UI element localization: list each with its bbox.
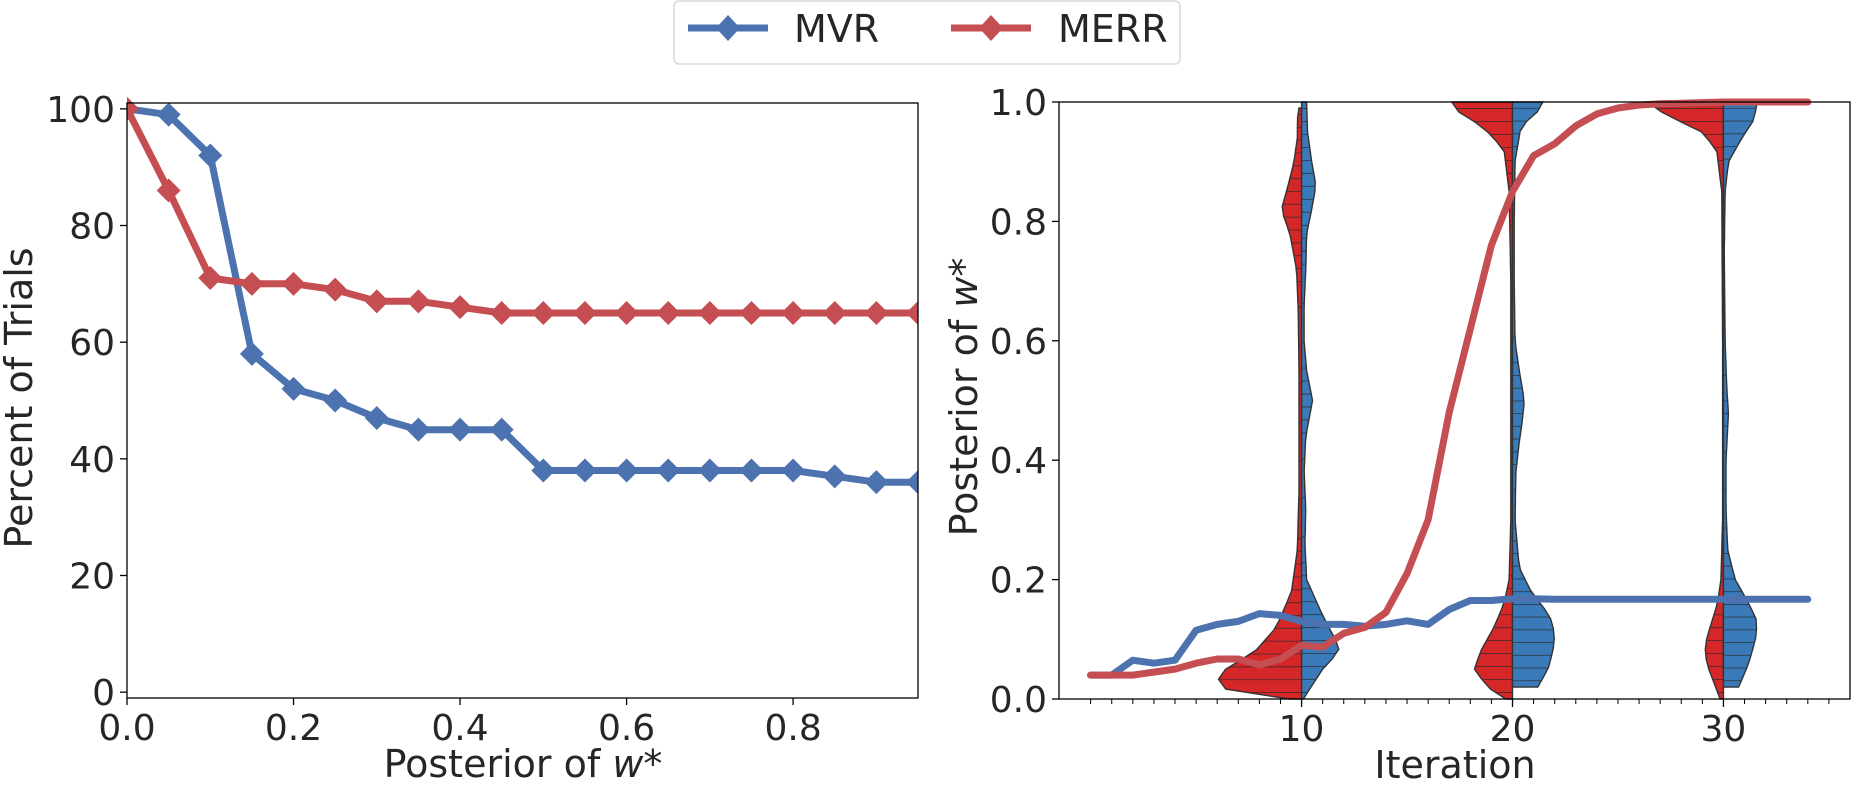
marker-merr [656, 301, 681, 325]
marker-merr [572, 301, 597, 325]
series-merr [127, 96, 918, 325]
violin-mvr-outline [1300, 101, 1340, 700]
marker-merr [781, 301, 806, 325]
legend-merr-marker [979, 15, 1003, 41]
violin-merr-half [1451, 102, 1513, 699]
violin-merr-outline [1645, 101, 1725, 700]
left-x-tick-label: 0.6 [598, 708, 655, 749]
right-axis-ticks: 10 20 30 0.0 0.2 0.4 0.6 0.8 1.0 [990, 83, 1830, 750]
right-y-tick-label: 1.0 [990, 83, 1047, 124]
marker-mvr [406, 417, 431, 442]
marker-mvr [156, 102, 181, 127]
right-y-tick-label: 0.6 [990, 322, 1047, 363]
violin-mvr-outline [1722, 101, 1759, 688]
marker-mvr [198, 143, 223, 168]
marker-mvr [239, 341, 264, 366]
line-mvr [127, 105, 918, 486]
left-y-tick-label: 100 [46, 90, 115, 131]
marker-mvr [656, 458, 681, 483]
marker-mvr [697, 458, 722, 483]
left-y-tick-label: 80 [69, 207, 115, 248]
marker-merr [281, 271, 306, 296]
legend-entry-merr: MERR [951, 7, 1168, 51]
left-x-axis-label: Posterior of w* [384, 742, 663, 786]
right-x-tick-label: 20 [1490, 709, 1536, 750]
left-x-tick-label: 0.0 [98, 708, 155, 749]
left-x-tick-label: 0.4 [431, 708, 488, 749]
marker-mvr [781, 458, 806, 483]
series-mvr [127, 96, 918, 495]
left-y-axis-label: Percent of Trials [0, 247, 41, 548]
right-y-tick-label: 0.8 [990, 202, 1047, 243]
left-x-tick-label: 0.2 [265, 708, 322, 749]
marker-mvr [822, 464, 847, 489]
line-mvr-iteration [1087, 595, 1812, 679]
left-series [127, 96, 918, 495]
right-y-axis-label: Posterior of w* [942, 258, 986, 537]
right-x-axis-label: Iteration [1374, 743, 1535, 787]
left-y-tick-label: 40 [69, 440, 115, 481]
left-y-tick-label: 0 [92, 673, 115, 714]
right-y-tick-label: 0.4 [990, 441, 1047, 482]
marker-merr [864, 301, 889, 325]
violin-iteration-30 [1645, 101, 1759, 700]
marker-mvr [281, 376, 306, 401]
violin-iteration-20 [1450, 101, 1555, 700]
marker-merr [614, 301, 639, 325]
marker-mvr [323, 388, 348, 413]
right-plot-frame [1058, 101, 1851, 700]
legend-merr-label: MERR [1058, 7, 1168, 51]
left-axis-ticks: 0.0 0.2 0.4 0.6 0.8 0 20 40 60 80 100 [46, 90, 821, 749]
marker-mvr [614, 458, 639, 483]
right-y-tick-label: 0.2 [990, 561, 1047, 602]
violin-iteration-10 [1217, 101, 1340, 700]
left-y-tick-label: 60 [69, 323, 115, 364]
legend-mvr-label: MVR [794, 7, 879, 51]
legend-entry-mvr: MVR [688, 7, 879, 51]
marker-mvr [572, 458, 597, 483]
chart-posterior-violins: Posterior of w* Iteration 10 20 30 0.0 0.2 0.… [942, 83, 1851, 787]
marker-mvr [448, 417, 473, 442]
right-x-tick-label: 10 [1279, 709, 1325, 750]
violin-mvr-half [1512, 102, 1555, 688]
marker-merr [489, 301, 514, 325]
violin-merr-outline [1217, 107, 1303, 700]
marker-merr [323, 277, 348, 302]
violin-mvr-half [1723, 102, 1758, 688]
left-x-tick-label: 0.8 [764, 708, 821, 749]
right-series [1087, 98, 1812, 679]
marker-mvr [864, 470, 889, 495]
chart-percent-of-trials: Percent of Trials Posterior of w* 0.0 0.2… [0, 90, 919, 786]
violin-merr-outline [1450, 101, 1514, 700]
marker-mvr [906, 470, 918, 495]
legend-frame [673, 0, 1181, 65]
right-x-tick-label: 30 [1701, 709, 1747, 750]
violin-merr-half [1647, 102, 1724, 699]
line-merr-iteration [1087, 98, 1812, 679]
marker-merr [531, 301, 556, 325]
marker-mvr [531, 458, 556, 483]
marker-merr [406, 289, 431, 314]
marker-merr [239, 271, 264, 296]
left-plot-frame [126, 102, 919, 699]
marker-mvr [739, 458, 764, 483]
marker-merr [156, 178, 181, 203]
marker-merr [364, 289, 389, 314]
right-y-tick-label: 0.0 [990, 680, 1047, 721]
marker-mvr [489, 417, 514, 442]
marker-merr [822, 301, 847, 325]
left-y-tick-label: 20 [69, 557, 115, 598]
marker-mvr [364, 406, 389, 430]
legend-mvr-marker [716, 15, 740, 41]
marker-merr [697, 301, 722, 325]
marker-merr [739, 301, 764, 325]
marker-merr [448, 295, 473, 320]
legend: MVR MERR [673, 0, 1181, 65]
marker-merr [906, 301, 918, 325]
marker-merr [198, 266, 223, 290]
